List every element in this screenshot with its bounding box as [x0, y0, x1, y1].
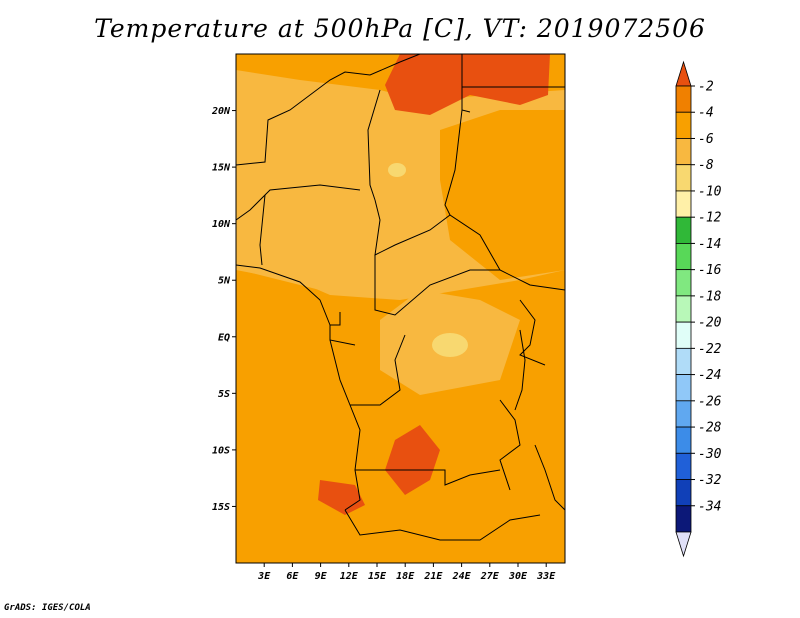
- colorbar-label: -8: [698, 158, 714, 173]
- colorbar-swatch: [675, 426, 692, 454]
- coastline-gulf-guinea: [235, 264, 331, 326]
- lon-tick-label: 3E: [257, 571, 271, 582]
- colorbar-label: -2: [698, 80, 714, 95]
- colorbar-swatch: [675, 85, 692, 113]
- coastline-mozambique: [534, 444, 566, 511]
- colorbar-swatch: [675, 111, 692, 139]
- cool-spot-sahel: [388, 163, 406, 177]
- lon-tick-label: 12E: [340, 571, 359, 582]
- border-benin-togo: [259, 194, 266, 266]
- warm-zone-east: [440, 110, 565, 280]
- lon-tick-label: 24E: [452, 571, 472, 582]
- lat-tick-label: 10N: [212, 219, 231, 230]
- lon-tick-label: 30E: [508, 571, 528, 582]
- lon-tick-label: 21E: [423, 571, 443, 582]
- colorbar-swatch: [675, 347, 692, 375]
- colorbar-label: -18: [698, 289, 722, 304]
- colorbar-label: -22: [698, 342, 722, 357]
- colorbar-top-arrow: [675, 60, 692, 87]
- border-namibia-botswana: [344, 509, 541, 541]
- great-lakes-outline: [514, 329, 526, 411]
- colorbar-swatch: [675, 164, 692, 192]
- grads-credit: GrADS: IGES/COLA: [4, 603, 91, 613]
- border-tanzania-zambia: [499, 399, 521, 491]
- border-sudan-south: [444, 109, 566, 291]
- colorbar-swatch: [675, 400, 692, 428]
- cool-spot-congo: [432, 333, 468, 357]
- lat-tick-label: 10S: [212, 445, 230, 456]
- border-niger-chad: [367, 89, 381, 201]
- colorbar-label: -4: [698, 106, 714, 121]
- colorbar-label: -32: [698, 473, 722, 488]
- lon-tick-label: 33E: [536, 571, 556, 582]
- colorbar-swatch: [675, 452, 692, 480]
- lat-tick-label: 15S: [212, 502, 230, 513]
- colorbar-label: -26: [698, 394, 722, 409]
- lon-tick-label: 27E: [480, 571, 500, 582]
- border-chad-car: [374, 199, 451, 256]
- hot-zone-egypt: [470, 54, 550, 105]
- colorbar-swatch: [675, 321, 692, 349]
- border-algeria-south: [235, 53, 421, 166]
- hot-zone-namibia: [318, 480, 365, 515]
- colorbar-swatch: [675, 505, 692, 533]
- temperature-field: [236, 54, 565, 563]
- lat-tick-label: 5N: [218, 276, 231, 287]
- map-frame: [235, 53, 566, 564]
- colorbar: -2 -4 -6 -8 -10 -12 -14 -16 -18 -20 -22 -24 -26 -28 -3…: [675, 60, 722, 558]
- colorbar-bottom-arrow: [675, 531, 692, 558]
- lon-tick-label: 18E: [396, 571, 415, 582]
- colorbar-swatch: [675, 138, 692, 166]
- colorbar-label: -16: [698, 263, 722, 278]
- lat-tick-label: EQ: [218, 332, 230, 343]
- colorbar-label: -28: [698, 421, 722, 436]
- lat-tick-label: 15N: [212, 163, 231, 174]
- colorbar-label: -12: [698, 211, 722, 226]
- colorbar-swatch: [675, 374, 692, 402]
- lon-tick-label: 6E: [286, 571, 299, 582]
- country-borders: [235, 53, 566, 541]
- lat-tick-label: 20N: [211, 106, 231, 117]
- map-title: Temperature at 500hPa [C], VT: 201907250…: [94, 14, 706, 43]
- hot-zone-angola: [385, 425, 440, 495]
- colorbar-swatch: [675, 295, 692, 323]
- colorbar-swatch: [675, 479, 692, 507]
- colorbar-swatch: [675, 243, 692, 271]
- cool-zone-west: [240, 180, 380, 290]
- colorbar-label: -10: [698, 184, 722, 199]
- hot-zone-libya: [385, 54, 470, 115]
- lon-tick-label: 15E: [368, 571, 387, 582]
- colorbar-label: -30: [698, 447, 722, 462]
- border-congo-drc: [350, 334, 406, 406]
- colorbar-label: -20: [698, 316, 722, 331]
- longitude-ticks: 3E 6E 9E 12E 15E 18E 21E 24E 27E 30E 33E: [257, 563, 556, 582]
- colorbar-label: -34: [698, 499, 721, 514]
- coastline-central-west: [329, 339, 351, 406]
- colorbar-label: -14: [698, 237, 721, 252]
- lat-tick-label: 5S: [218, 389, 230, 400]
- latitude-ticks: 20N 15N 10N 5N EQ 5S 10S 15S: [211, 106, 236, 513]
- colorbar-swatch: [675, 269, 692, 297]
- colorbar-swatch: [675, 190, 692, 218]
- colorbar-label: -6: [698, 132, 714, 147]
- border-car-drc: [374, 255, 500, 316]
- colorbar-label: -24: [698, 368, 721, 383]
- border-angola-zambia: [355, 469, 501, 486]
- border-niger-nigeria: [235, 184, 361, 221]
- border-uganda-kenya: [519, 299, 546, 366]
- lon-tick-label: 9E: [315, 571, 328, 582]
- colorbar-swatch: [675, 216, 692, 244]
